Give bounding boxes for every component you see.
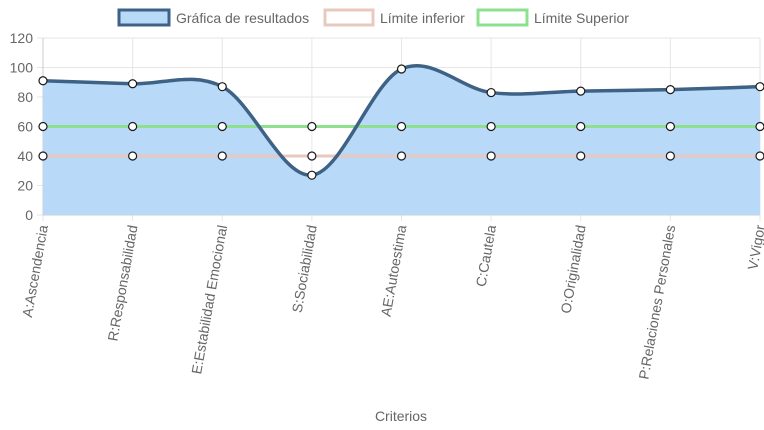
y-tick-label: 100 [10,60,34,76]
legend-swatch-upper-limit [476,8,529,27]
x-tick-label: S:Sociabilidad [289,224,320,314]
x-tick-label: AE:Autoestima [378,224,410,318]
x-tick-label: E:Estabilidad Emocional [188,224,230,375]
lower-limit-point[interactable] [665,151,675,161]
legend-swatch-results [117,8,171,27]
x-tick-label: V:Vigor [744,223,764,271]
results-point[interactable] [128,79,138,89]
results-point[interactable] [396,64,407,74]
lower-limit-point[interactable] [486,151,496,161]
x-tick-label: R:Responsabilidad [104,224,140,343]
y-axis: 0 20 40 60 80 100 120 [10,30,44,223]
y-tick-label: 60 [17,119,33,135]
legend-item-upper-limit[interactable]: Límite Superior [476,8,629,27]
legend-swatch-lower-limit [323,8,375,27]
upper-limit-point[interactable] [38,121,48,132]
x-axis: A:Ascendencia R:Responsabilidad E:Estabili… [19,214,764,381]
results-point[interactable] [307,170,317,180]
lower-limit-point[interactable] [217,151,227,161]
results-point[interactable] [755,82,764,92]
y-tick-label: 120 [10,30,34,46]
results-point[interactable] [486,87,496,98]
results-area-fill [43,65,760,215]
lower-limit-point[interactable] [128,151,138,161]
legend: Gráfica de resultados Límite inferior Lími… [117,8,629,27]
results-point[interactable] [38,76,48,86]
legend-label-upper-limit: Límite Superior [534,10,629,26]
lower-limit-point[interactable] [38,151,48,161]
x-tick-label: P:Relaciones Personales [635,224,678,381]
lower-limit-point[interactable] [755,151,764,161]
y-tick-label: 0 [25,207,33,223]
y-tick-label: 20 [17,178,33,194]
upper-limit-point[interactable] [486,121,496,132]
results-point[interactable] [217,82,227,92]
upper-limit-point[interactable] [307,121,317,132]
x-tick-label: O:Originalidad [557,224,588,315]
x-tick-label: C:Cautela [473,224,500,288]
lower-limit-point[interactable] [576,151,586,161]
results-line [42,63,761,177]
y-tick-label: 40 [17,148,33,164]
upper-limit-point[interactable] [665,121,675,132]
upper-limit-point[interactable] [396,121,407,132]
lower-limit-point[interactable] [307,151,317,161]
y-tick-label: 80 [17,89,33,105]
series-layer [38,63,764,215]
legend-label-lower-limit: Límite inferior [380,10,465,26]
upper-limit-point[interactable] [217,121,227,132]
upper-limit-point[interactable] [128,121,138,132]
legend-label-results: Gráfica de resultados [176,10,309,26]
upper-limit-point[interactable] [755,121,764,132]
upper-limit-point[interactable] [576,121,586,132]
lower-limit-point[interactable] [396,151,407,161]
results-point[interactable] [665,85,675,95]
legend-item-lower-limit[interactable]: Límite inferior [323,8,465,27]
x-axis-title: Criterios [375,408,427,424]
x-tick-label: A:Ascendencia [19,224,51,319]
legend-item-results[interactable]: Gráfica de resultados [117,8,309,27]
results-point[interactable] [576,86,586,96]
